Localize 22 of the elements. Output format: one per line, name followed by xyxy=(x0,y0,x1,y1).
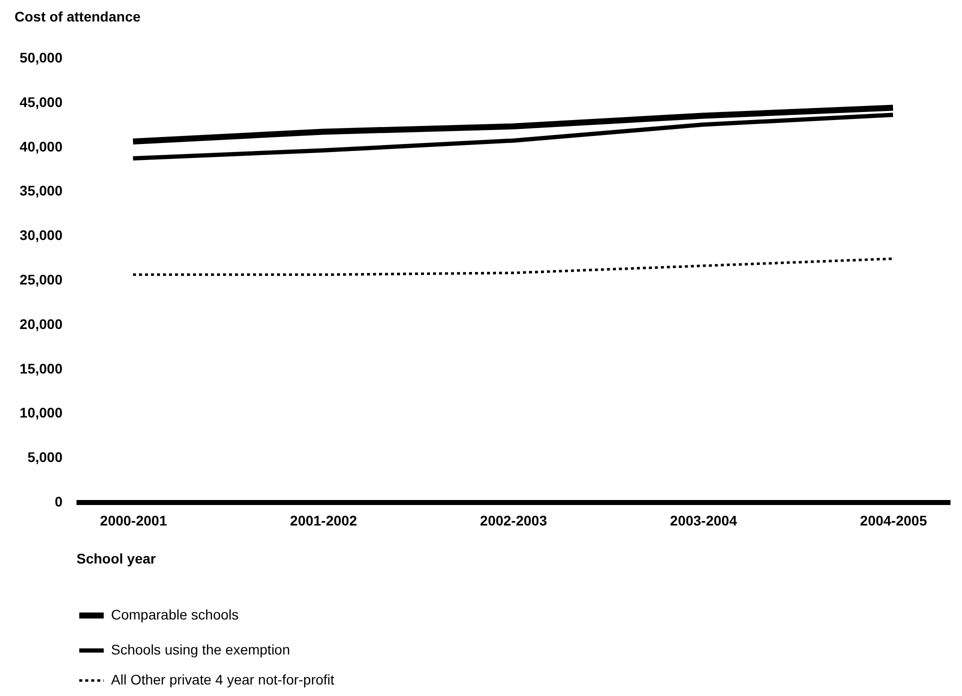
y-tick-label: 15,000 xyxy=(20,360,63,376)
legend-label: Schools using the exemption xyxy=(111,642,290,658)
x-tick-label: 2000-2001 xyxy=(100,512,168,528)
x-axis-title: School year xyxy=(76,550,156,566)
x-tick-label: 2002-2003 xyxy=(480,512,548,528)
y-tick-label: 25,000 xyxy=(20,272,63,288)
legend-label: All Other private 4 year not-for-profit xyxy=(111,672,334,688)
y-tick-label: 50,000 xyxy=(20,50,63,66)
y-axis-title: Cost of attendance xyxy=(14,8,141,24)
y-tick-label: 35,000 xyxy=(20,182,63,199)
y-tick-label: 30,000 xyxy=(20,227,63,244)
y-tick-label: 10,000 xyxy=(20,404,63,421)
y-tick-label: 20,000 xyxy=(20,316,63,332)
y-tick-label: 0 xyxy=(54,494,63,510)
y-tick-label: 45,000 xyxy=(20,94,63,110)
y-tick-label: 40,000 xyxy=(20,138,63,154)
y-tick-label: 5,000 xyxy=(27,449,63,466)
x-tick-label: 2001-2002 xyxy=(290,512,358,528)
x-tick-label: 2003-2004 xyxy=(670,512,738,528)
line-series xyxy=(132,257,894,276)
x-tick-label: 2004-2005 xyxy=(860,512,928,528)
legend-label: Comparable schools xyxy=(111,606,239,622)
